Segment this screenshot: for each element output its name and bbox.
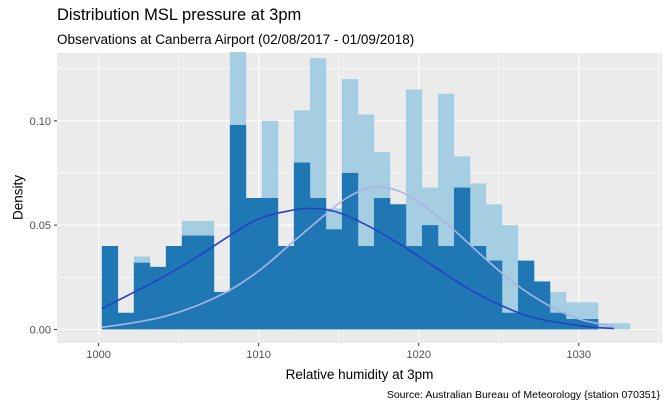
- bar-dark: [293, 162, 311, 330]
- chart-subtitle: Observations at Canberra Airport (02/08/…: [57, 32, 415, 47]
- bar-dark: [277, 245, 295, 330]
- y-tick-label: 0.10: [30, 116, 51, 128]
- y-axis-label: Density: [10, 175, 26, 221]
- bar-dark: [165, 245, 183, 330]
- bar-dark: [469, 245, 487, 330]
- bar-dark: [341, 172, 359, 330]
- x-tick-label: 1000: [86, 349, 110, 361]
- x-tick-label: 1030: [567, 349, 591, 361]
- bar-dark: [389, 204, 407, 330]
- bar-dark: [133, 262, 151, 330]
- density-curve-dark: [101, 207, 615, 330]
- bar-dark: [373, 198, 391, 330]
- bar-dark: [533, 281, 551, 330]
- y-tick-label: 0.00: [30, 324, 51, 336]
- bar-dark: [549, 312, 567, 330]
- bar-dark: [501, 312, 519, 330]
- bar-dark: [213, 291, 231, 330]
- bar-dark: [229, 124, 247, 330]
- x-tick-label: 1010: [246, 349, 270, 361]
- x-tick-label: 1020: [406, 349, 430, 361]
- bar-light: [613, 323, 631, 330]
- bar-light: [501, 225, 519, 330]
- density-curve-light: [101, 186, 615, 329]
- bar-dark: [197, 235, 215, 330]
- bar-dark: [101, 245, 119, 330]
- bar-dark: [309, 198, 327, 330]
- bar-dark: [485, 260, 503, 330]
- chart-title: Distribution MSL pressure at 3pm: [57, 6, 302, 24]
- bar-dark: [357, 245, 375, 330]
- bar-dark: [453, 187, 471, 330]
- bar-dark: [517, 260, 535, 330]
- bar-dark: [405, 245, 423, 330]
- x-axis-label: Relative humidity at 3pm: [285, 367, 434, 382]
- bar-dark: [581, 319, 599, 330]
- y-tick-label: 0.05: [30, 220, 51, 232]
- bar-dark: [181, 235, 199, 330]
- bar-dark: [261, 198, 279, 330]
- bar-dark: [421, 225, 439, 330]
- bar-dark: [117, 312, 135, 330]
- bar-dark: [437, 245, 455, 330]
- chart-caption: Source: Australian Bureau of Meteorology…: [386, 389, 660, 401]
- bar-dark: [245, 198, 263, 330]
- bar-light: [597, 323, 615, 330]
- bar-dark: [325, 229, 343, 330]
